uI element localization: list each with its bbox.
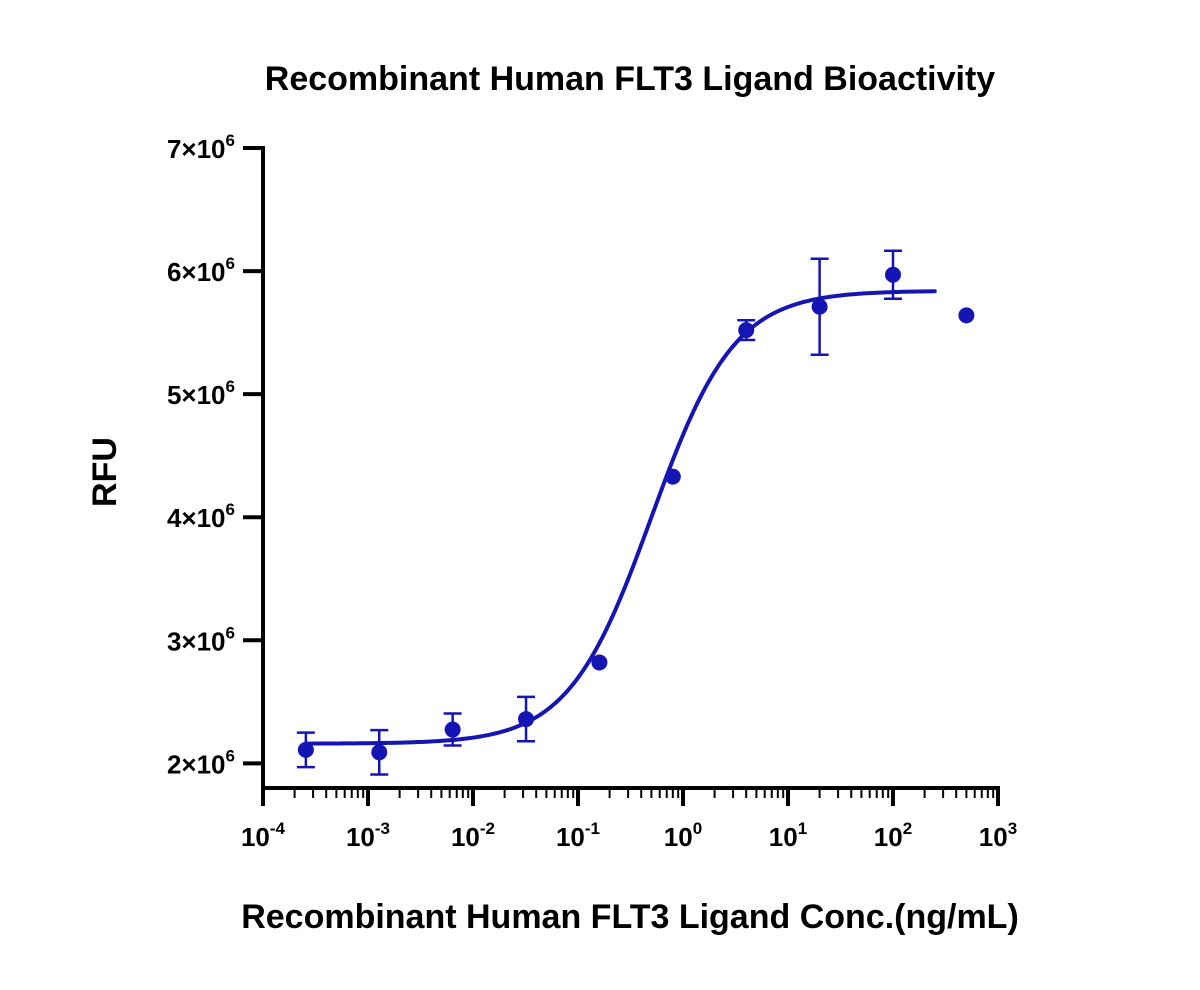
- x-axis-ticks: 10-4 10-3 10-2 10-1 100 101 102 103: [241, 788, 1017, 852]
- data-point: [738, 322, 755, 339]
- x-tick-label: 100: [664, 819, 702, 852]
- data-point: [885, 266, 901, 283]
- chart-title: Recombinant Human FLT3 Ligand Bioactivit…: [265, 60, 996, 98]
- y-tick-label: 7×106: [167, 131, 235, 164]
- axes: [261, 146, 1000, 790]
- y-tick-label: 5×106: [167, 377, 235, 410]
- fit-curve-group: [303, 289, 937, 746]
- x-axis-label: Recombinant Human FLT3 Ligand Conc.(ng/m…: [241, 898, 1019, 936]
- x-tick-label: 101: [769, 819, 807, 852]
- y-tick-label: 3×106: [167, 623, 235, 656]
- data-point: [591, 654, 608, 671]
- x-tick-label: 103: [979, 819, 1017, 852]
- data-points: [296, 249, 975, 776]
- data-point: [371, 744, 388, 761]
- y-axis-ticks: 2×106 3×106 4×106 5×106 6×106 7×106: [167, 131, 263, 779]
- data-point: [518, 711, 535, 728]
- x-tick-label: 10-2: [451, 819, 495, 852]
- fit-curve: [303, 289, 937, 746]
- x-tick-label: 102: [874, 819, 912, 852]
- x-tick-label: 10-4: [241, 819, 286, 852]
- data-point: [811, 298, 828, 315]
- y-tick-label: 6×106: [167, 254, 235, 287]
- y-tick-label: 4×106: [167, 500, 235, 533]
- x-tick-label: 10-1: [556, 819, 600, 852]
- y-tick-label: 2×106: [167, 746, 235, 779]
- data-point: [297, 741, 314, 758]
- x-tick-label: 10-3: [346, 819, 390, 852]
- data-point: [444, 721, 461, 738]
- data-point: [958, 307, 975, 324]
- y-axis-label: RFU: [86, 437, 124, 507]
- data-point: [664, 468, 681, 485]
